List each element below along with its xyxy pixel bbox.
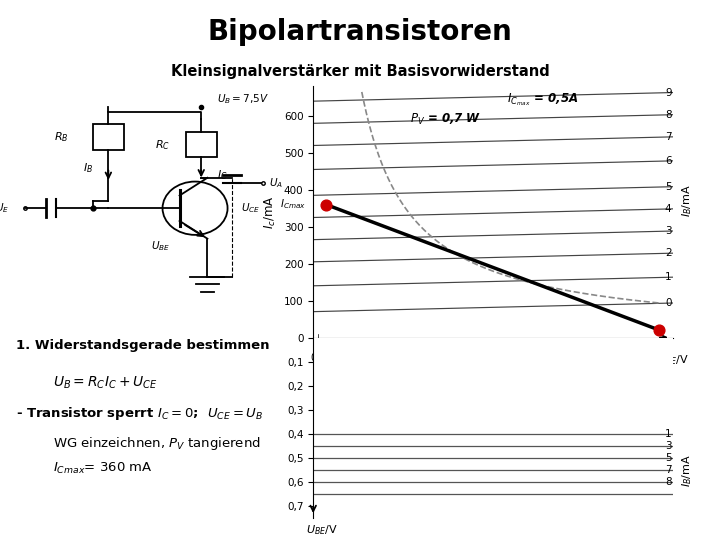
Text: $I_{Cmax}$= 360 mA: $I_{Cmax}$= 360 mA [53,461,152,476]
Bar [93,125,124,150]
Point [320,200,332,209]
Point [654,326,665,334]
Text: 1: 1 [665,273,672,282]
Text: $U_B = R_C I_C + U_{CE}$: $U_B = R_C I_C + U_{CE}$ [53,375,157,391]
Text: 0,1: 0,1 [310,353,325,363]
Text: 7: 7 [665,132,672,142]
Text: $I_{C_{max}}$ = 0,5A: $I_{C_{max}}$ = 0,5A [507,91,578,107]
Text: 4: 4 [665,204,672,214]
Text: 6: 6 [665,156,672,166]
Text: - Transistor sperrt $I_C = 0$;  $U_{CE} = U_B$: - Transistor sperrt $I_C = 0$; $U_{CE} =… [17,405,264,422]
Text: $U_E$: $U_E$ [0,201,9,215]
Text: Bipolartransistoren: Bipolartransistoren [207,18,513,46]
Text: $I_{Cmax}$: $I_{Cmax}$ [280,198,306,212]
Text: $U_{CE}$/V: $U_{CE}$/V [657,353,689,367]
Y-axis label: $I_c$/mA: $I_c$/mA [264,195,279,229]
Text: 5: 5 [665,182,672,192]
Text: $R_B$: $R_B$ [53,130,68,144]
Text: 3: 3 [665,441,672,451]
Text: Kleinsignalverstärker mit Basisvorwiderstand: Kleinsignalverstärker mit Basisvorwiders… [171,64,549,79]
Text: 1: 1 [665,429,672,439]
Text: 2: 2 [665,248,672,259]
Text: $I_B$: $I_B$ [83,161,93,174]
Text: $U_A$: $U_A$ [269,176,284,190]
Text: $U_{BE}$/V: $U_{BE}$/V [306,523,338,537]
Text: 0: 0 [665,298,671,308]
Text: 9: 9 [665,88,672,98]
Text: $U_{CE}$: $U_{CE}$ [241,201,261,215]
Text: 8: 8 [665,110,672,120]
Text: $R_C$: $R_C$ [155,138,171,152]
Bar [186,132,217,158]
Text: $I_B$/mA: $I_B$/mA [680,454,694,487]
Text: 7: 7 [665,465,672,475]
Text: 1. Widerstandsgerade bestimmen: 1. Widerstandsgerade bestimmen [17,339,270,352]
Text: 8: 8 [665,477,672,487]
Text: WG einzeichnen, $P_V$ tangierend: WG einzeichnen, $P_V$ tangierend [53,435,261,451]
Text: $I_C$: $I_C$ [217,168,228,182]
Text: 5: 5 [665,453,672,463]
Text: $I_B$/mA: $I_B$/mA [680,184,694,218]
Text: 3: 3 [665,226,672,237]
Text: $P_V$ = 0,7 W: $P_V$ = 0,7 W [410,112,482,127]
Text: $U_{BE}$: $U_{BE}$ [151,239,171,253]
Text: $U_B=7{,}5V$: $U_B=7{,}5V$ [217,92,269,106]
